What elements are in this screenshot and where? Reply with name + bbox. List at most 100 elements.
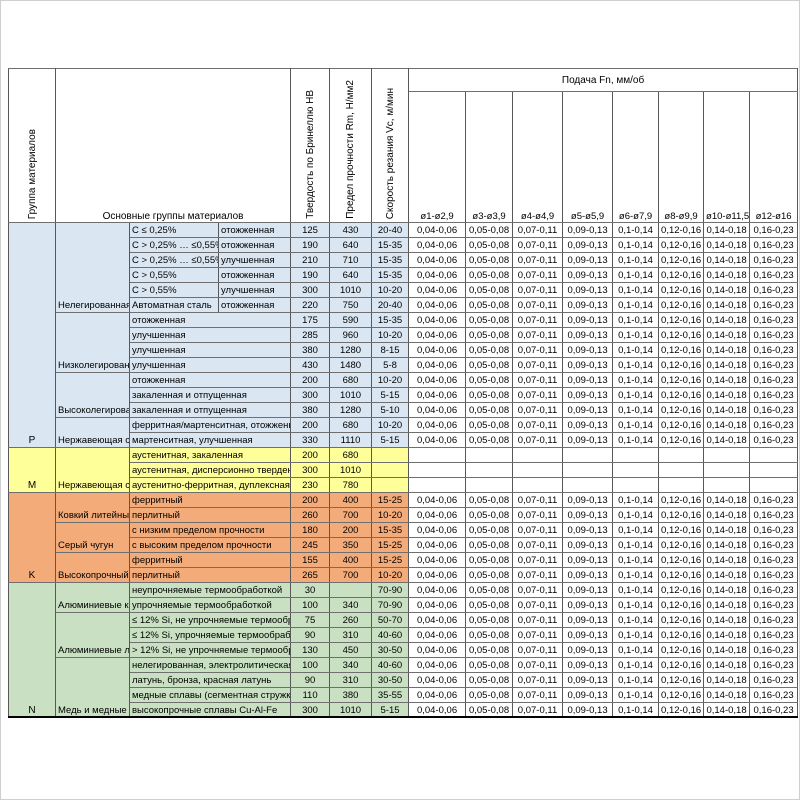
hardness-cell: 210 — [290, 252, 331, 268]
feed-cell: 0,05-0,08 — [465, 597, 514, 613]
feed-cell: 0,14-0,18 — [703, 432, 751, 448]
feed-cell: 0,16-0,23 — [749, 627, 799, 643]
material-desc-cell: ≤ 12% Si, упрочняемые термообработкой — [128, 627, 292, 643]
feed-cell: 0,04-0,06 — [408, 522, 467, 538]
feed-cell: 0,12-0,16 — [658, 627, 705, 643]
feed-cell: 0,07-0,11 — [512, 357, 564, 373]
speed-cell: 10-20 — [371, 327, 410, 343]
feed-cell: 0,05-0,08 — [465, 342, 514, 358]
feed-cell: 0,07-0,11 — [512, 267, 564, 283]
material-desc-cell: с высоким пределом прочности — [128, 537, 292, 553]
table-row: закаленная и отпущенная 380 1280 5-10 0,04-0… — [9, 402, 799, 418]
feed-cell: 0,09-0,13 — [562, 507, 614, 523]
speed-cell: 35-55 — [371, 687, 410, 703]
feed-cell: 0,04-0,06 — [408, 612, 467, 628]
feed-cell: 0,07-0,11 — [512, 612, 564, 628]
strength-cell: 780 — [329, 477, 373, 493]
speed-cell: 8-15 — [371, 342, 410, 358]
feed-cell: 0,09-0,13 — [562, 552, 614, 568]
strength-cell: 310 — [329, 672, 373, 688]
feed-cell: 0,12-0,16 — [658, 282, 705, 298]
strength-cell: 450 — [329, 642, 373, 658]
material-desc-cell: Автоматная сталь — [129, 297, 219, 313]
speed-cell: 30-50 — [371, 672, 410, 688]
strength-cell: 590 — [329, 312, 373, 328]
feed-cell: 0,14-0,18 — [703, 627, 751, 643]
hardness-cell: 190 — [290, 237, 331, 253]
material-desc-cell: закаленная и отпущенная — [128, 387, 292, 403]
feed-cell: 0,14-0,18 — [703, 522, 751, 538]
feed-cell: 0,12-0,16 — [658, 642, 705, 658]
speed-cell: 10-20 — [371, 507, 410, 523]
feed-cell: 0,07-0,11 — [512, 237, 564, 253]
feed-cell: 0,16-0,23 — [749, 672, 799, 688]
feed-cell: 0,04-0,06 — [408, 342, 467, 358]
strength-cell: 1280 — [329, 342, 373, 358]
material-desc-cell: медные сплавы (сегментная стружка) — [128, 687, 292, 703]
feed-cell — [512, 447, 564, 463]
speed-cell — [371, 477, 410, 493]
feed-cell: 0,14-0,18 — [703, 357, 751, 373]
diameter-header: ø3-ø3,9 — [465, 91, 514, 223]
speed-cell: 70-90 — [371, 597, 410, 613]
feed-cell: 0,1-0,14 — [612, 357, 660, 373]
feed-cell: 0,16-0,23 — [749, 387, 799, 403]
table-row: C > 0,25% … ≤0,55% отожженная 190 640 15-35 0… — [9, 237, 799, 253]
feed-cell: 0,12-0,16 — [658, 312, 705, 328]
feed-cell: 0,16-0,23 — [749, 417, 799, 433]
feed-cell: 0,12-0,16 — [658, 327, 705, 343]
speed-cell: 15-35 — [371, 522, 410, 538]
feed-cell: 0,04-0,06 — [408, 327, 467, 343]
feed-cell: 0,05-0,08 — [465, 522, 514, 538]
feed-cell: 0,1-0,14 — [612, 552, 660, 568]
table-row: C > 0,55% отожженная 190 640 15-35 0,04-0,06 0… — [9, 267, 799, 283]
feed-cell: 0,04-0,06 — [408, 387, 467, 403]
feed-cell: 0,04-0,06 — [408, 432, 467, 448]
diameter-header: ø6-ø7,9 — [612, 91, 660, 223]
feed-cell: 0,05-0,08 — [465, 612, 514, 628]
feed-cell: 0,16-0,23 — [749, 687, 799, 703]
hardness-cell: 90 — [290, 672, 331, 688]
feed-cell: 0,04-0,06 — [408, 567, 467, 583]
material-desc-cell: C > 0,55% — [129, 267, 219, 283]
hardness-cell: 200 — [290, 447, 331, 463]
feed-cell: 0,16-0,23 — [749, 252, 799, 268]
feed-cell: 0,1-0,14 — [612, 687, 660, 703]
diameter-header: ø10-ø11,5 — [703, 91, 751, 223]
strength-cell: 1010 — [329, 462, 373, 478]
feed-cell: 0,05-0,08 — [465, 492, 514, 508]
strength-cell: 260 — [329, 612, 373, 628]
feed-cell: 0,07-0,11 — [512, 522, 564, 538]
material-group-cell: Нелегированная сталь — [55, 222, 130, 313]
feed-cell: 0,12-0,16 — [658, 387, 705, 403]
feed-cell: 0,16-0,23 — [749, 372, 799, 388]
table-row: Медь и медные сплавынелегированная, элек… — [9, 657, 799, 718]
feed-cell: 0,04-0,06 — [408, 402, 467, 418]
feed-cell: 0,16-0,23 — [749, 507, 799, 523]
strength-cell: 1480 — [329, 357, 373, 373]
hardness-cell: 75 — [290, 612, 331, 628]
diameter-header: ø4-ø4,9 — [512, 91, 564, 223]
feed-cell: 0,1-0,14 — [612, 612, 660, 628]
material-state-cell: отожженная — [217, 222, 292, 238]
table-row: Серый чугун с низким пределом прочности 18… — [9, 522, 799, 553]
feed-cell: 0,16-0,23 — [749, 267, 799, 283]
feed-cell: 0,05-0,08 — [465, 432, 514, 448]
feed-cell: 0,04-0,06 — [408, 312, 467, 328]
feed-cell: 0,12-0,16 — [658, 567, 705, 583]
feed-cell — [465, 477, 514, 493]
feed-cell: 0,09-0,13 — [562, 657, 614, 673]
speed-cell: 5-15 — [371, 387, 410, 403]
feed-cell: 0,07-0,11 — [512, 642, 564, 658]
speed-cell: 10-20 — [371, 417, 410, 433]
feed-cell: 0,04-0,06 — [408, 252, 467, 268]
strength-cell: 1010 — [329, 387, 373, 403]
feed-cell: 0,07-0,11 — [512, 312, 564, 328]
column-header-strength: Предел прочности Rm, Н/мм2 — [329, 68, 373, 223]
strength-cell: 680 — [329, 447, 373, 463]
strength-cell: 640 — [329, 237, 373, 253]
feed-cell: 0,16-0,23 — [749, 342, 799, 358]
material-desc-cell: мартенситная, улучшенная — [128, 432, 292, 448]
feed-cell: 0,04-0,06 — [408, 237, 467, 253]
